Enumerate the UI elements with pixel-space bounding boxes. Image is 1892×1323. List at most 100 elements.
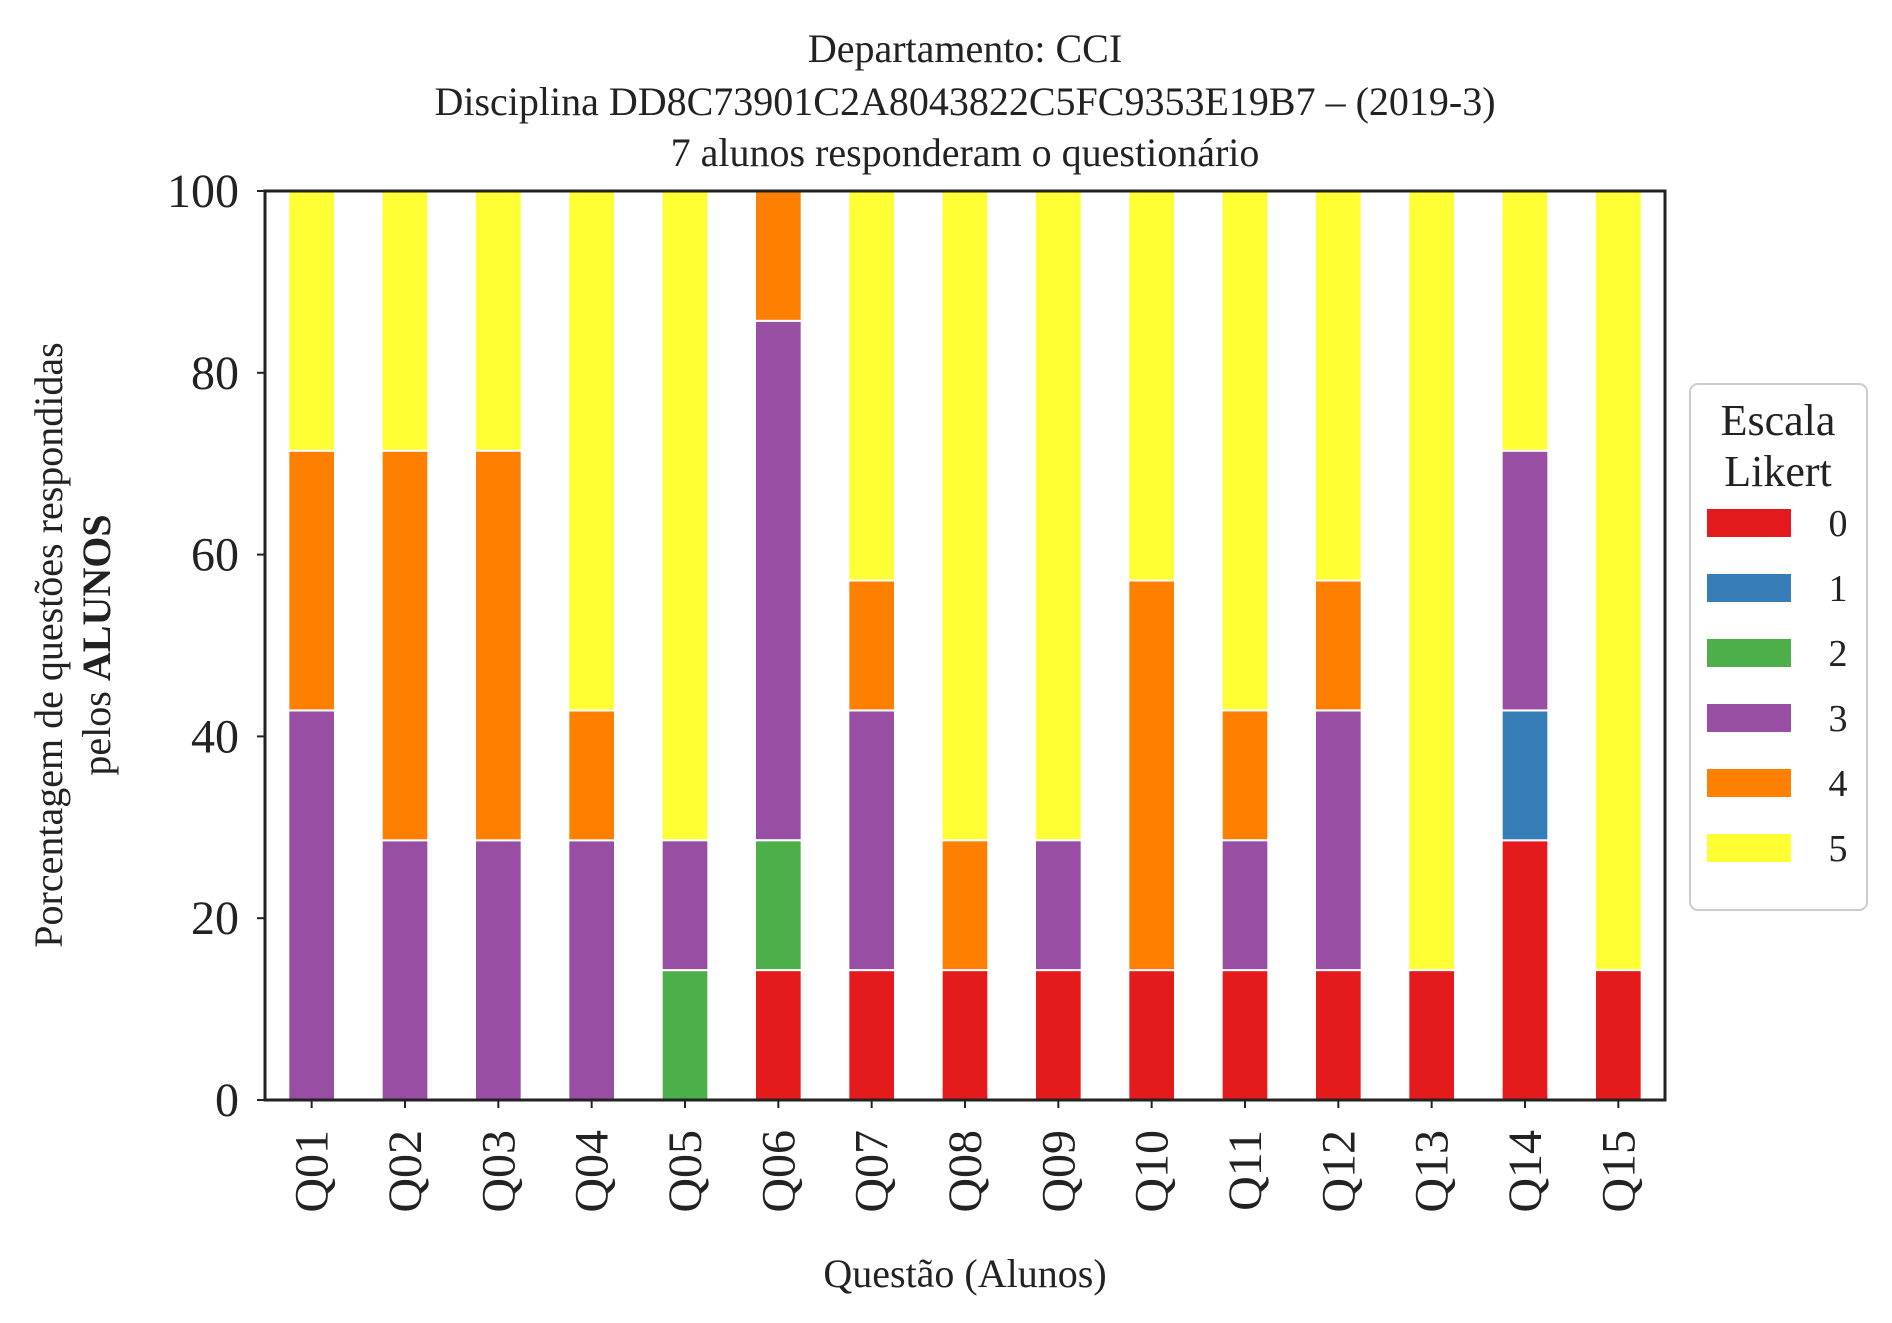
legend-title-line-1: Escala xyxy=(1721,396,1836,445)
x-tick-label-Q06: Q06 xyxy=(752,1130,805,1213)
x-tick-label-Q07: Q07 xyxy=(846,1130,899,1213)
bar-Q15-scale-5 xyxy=(1594,190,1643,972)
legend-label-0: 0 xyxy=(1829,503,1848,545)
bar-Q01-scale-5 xyxy=(287,190,337,452)
bar-Q02-scale-5 xyxy=(380,190,430,452)
chart-title: Departamento: CCI Disciplina DD8C73901C2… xyxy=(434,26,1495,175)
x-tick-label-Q14: Q14 xyxy=(1499,1130,1552,1213)
legend-label-2: 2 xyxy=(1829,633,1848,675)
legend-label-3: 3 xyxy=(1829,698,1848,740)
legend: Escala Likert 0 1 2 3 4 5 xyxy=(1689,383,1868,911)
bar-Q01-scale-3 xyxy=(287,709,337,1101)
legend-swatch-5 xyxy=(1707,834,1791,862)
x-axis-label: Questão (Alunos) xyxy=(823,1251,1106,1296)
bar-Q07-scale-0 xyxy=(847,969,896,1101)
legend-label-5: 5 xyxy=(1829,828,1848,870)
title-line-1: Departamento: CCI xyxy=(808,26,1122,71)
bar-Q07-scale-4 xyxy=(847,579,896,712)
x-tick-label-Q04: Q04 xyxy=(566,1130,619,1213)
bar-Q05-scale-3 xyxy=(660,839,710,972)
bar-Q08-scale-0 xyxy=(940,969,990,1101)
bar-Q04-scale-5 xyxy=(567,190,616,712)
bar-Q03-scale-4 xyxy=(474,449,523,842)
title-line-3: 7 alunos responderam o questionário xyxy=(671,130,1260,175)
x-tick-label-Q03: Q03 xyxy=(472,1130,525,1213)
title-line-2: Disciplina DD8C73901C2A8043822C5FC9353E1… xyxy=(434,79,1495,124)
x-axis-ticks: Q01 Q02 Q03 Q04 Q05 Q06 Q07 Q08 Q09 Q10 Q11 Q12 Q13 Q… xyxy=(286,1100,1645,1213)
legend-swatch-1 xyxy=(1707,574,1791,602)
bar-Q07-scale-3 xyxy=(847,709,896,972)
x-tick-label-Q08: Q08 xyxy=(939,1130,992,1213)
bar-Q15-scale-0 xyxy=(1594,969,1643,1101)
bar-Q07-scale-5 xyxy=(847,189,896,582)
bar-Q12-scale-5 xyxy=(1314,189,1363,582)
bar-Q14-scale-1 xyxy=(1500,709,1550,842)
y-tick-label: 40 xyxy=(191,710,239,763)
bar-Q08-scale-5 xyxy=(940,189,990,842)
x-tick-label-Q15: Q15 xyxy=(1592,1130,1645,1213)
x-tick-label-Q02: Q02 xyxy=(379,1130,432,1213)
bar-Q06-scale-0 xyxy=(754,969,803,1101)
bar-Q11-scale-0 xyxy=(1220,969,1270,1101)
y-axis-label-prefix: pelos xyxy=(74,681,119,775)
legend-swatch-4 xyxy=(1707,769,1791,797)
y-axis-label-line-2: pelos ALUNOS xyxy=(74,514,119,775)
bar-Q09-scale-3 xyxy=(1034,839,1083,972)
bars-group xyxy=(287,189,1643,1101)
bar-Q14-scale-3 xyxy=(1500,449,1550,712)
bar-Q05-scale-5 xyxy=(660,189,710,842)
bar-Q01-scale-4 xyxy=(287,449,337,712)
bar-Q10-scale-4 xyxy=(1127,579,1177,972)
x-tick-label-Q10: Q10 xyxy=(1126,1130,1179,1213)
bar-Q14-scale-5 xyxy=(1500,190,1550,452)
bar-Q03-scale-5 xyxy=(474,190,523,452)
x-tick-label-Q12: Q12 xyxy=(1312,1130,1365,1213)
y-tick-label: 60 xyxy=(191,529,239,582)
bar-Q06-scale-3 xyxy=(754,319,803,842)
plot-frame xyxy=(263,189,1667,1102)
x-tick-label-Q09: Q09 xyxy=(1032,1130,1085,1213)
bar-Q13-scale-0 xyxy=(1407,969,1457,1101)
y-tick-label: 80 xyxy=(191,347,239,400)
legend-label-1: 1 xyxy=(1829,568,1848,610)
bar-Q10-scale-5 xyxy=(1127,189,1177,582)
bar-Q11-scale-5 xyxy=(1220,189,1270,712)
bar-Q05-scale-2 xyxy=(660,969,710,1101)
bar-Q08-scale-4 xyxy=(940,839,990,972)
y-axis-label-bold: ALUNOS xyxy=(74,514,119,681)
bar-Q03-scale-3 xyxy=(474,839,523,1101)
bar-Q10-scale-0 xyxy=(1127,969,1177,1101)
x-tick-label-Q05: Q05 xyxy=(659,1130,712,1213)
bar-Q13-scale-5 xyxy=(1407,190,1457,972)
bar-Q02-scale-4 xyxy=(380,449,430,842)
bar-Q04-scale-3 xyxy=(567,839,616,1101)
bar-Q09-scale-0 xyxy=(1034,969,1083,1101)
bar-Q04-scale-4 xyxy=(567,709,616,842)
x-tick-label-Q01: Q01 xyxy=(286,1130,339,1213)
bar-Q06-scale-4 xyxy=(754,189,803,322)
y-tick-label: 0 xyxy=(215,1074,239,1127)
bar-Q14-scale-0 xyxy=(1500,839,1550,1101)
legend-items: 0 1 2 3 4 5 xyxy=(1707,503,1848,870)
bar-Q09-scale-5 xyxy=(1034,189,1083,842)
legend-label-4: 4 xyxy=(1829,763,1848,805)
legend-title-line-2: Likert xyxy=(1724,447,1832,496)
bar-Q02-scale-3 xyxy=(380,839,430,1101)
bar-Q11-scale-4 xyxy=(1220,709,1270,842)
bar-Q12-scale-4 xyxy=(1314,579,1363,712)
bar-Q12-scale-0 xyxy=(1314,969,1363,1101)
y-axis-ticks: 0 20 40 60 80 100 xyxy=(167,165,265,1127)
legend-swatch-2 xyxy=(1707,639,1791,667)
bar-Q06-scale-2 xyxy=(754,839,803,972)
y-tick-label: 20 xyxy=(191,892,239,945)
bar-Q11-scale-3 xyxy=(1220,839,1270,972)
legend-swatch-3 xyxy=(1707,704,1791,732)
y-tick-label: 100 xyxy=(167,165,239,218)
y-axis-label-line-1: Porcentagem de questões respondidas xyxy=(26,342,71,947)
legend-swatch-0 xyxy=(1707,509,1791,537)
y-axis-label: Porcentagem de questões respondidas pelo… xyxy=(26,342,119,947)
x-tick-label-Q13: Q13 xyxy=(1406,1130,1459,1213)
x-tick-label-Q11: Q11 xyxy=(1219,1130,1272,1211)
bar-Q12-scale-3 xyxy=(1314,709,1363,972)
